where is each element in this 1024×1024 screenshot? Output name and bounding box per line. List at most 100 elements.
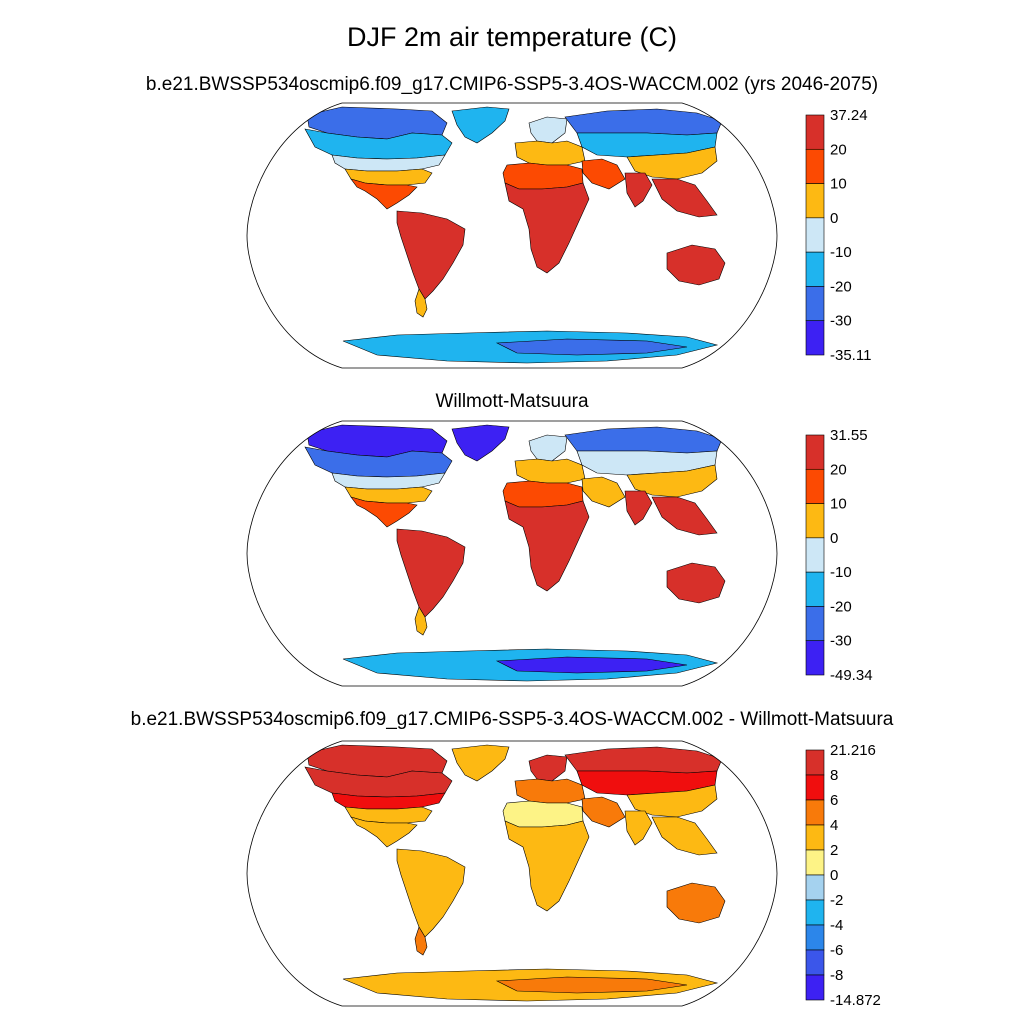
region-patagonia (414, 288, 428, 318)
region-middle_east (581, 796, 626, 828)
region-europe (514, 778, 586, 804)
colorbar-box (805, 749, 825, 776)
region-se_asia (651, 816, 718, 856)
colorbar-box (805, 824, 825, 851)
colorbar-label: 10 (830, 176, 847, 193)
region-europe (514, 140, 586, 166)
colorbar-box (805, 114, 825, 150)
region-south_america (396, 848, 466, 938)
colorbar-label: -4 (830, 917, 843, 934)
colorbar-box (805, 183, 825, 219)
colorbar-box (805, 503, 825, 539)
region-siberia (564, 108, 723, 136)
region-north_africa (502, 800, 584, 828)
colorbar-label: 0 (830, 210, 838, 227)
colorbar-box (805, 774, 825, 801)
colorbar-box (805, 799, 825, 826)
colorbar-label: 20 (830, 141, 847, 158)
region-africa (504, 500, 590, 592)
region-patagonia (414, 606, 428, 636)
map-border (246, 102, 778, 369)
colorbar-box (805, 434, 825, 470)
colorbar-label: 8 (830, 767, 838, 784)
map-model (246, 102, 778, 369)
region-europe (514, 458, 586, 484)
region-se_asia (651, 178, 718, 218)
region-middle_east (581, 476, 626, 508)
colorbar-label: -14.872 (830, 992, 881, 1009)
colorbar-box (805, 606, 825, 642)
region-usa_north (331, 472, 446, 490)
colorbar-label: 2 (830, 842, 838, 859)
region-middle_east (581, 158, 626, 190)
colorbar-label: -35.11 (830, 347, 871, 364)
colorbar-label: 0 (830, 530, 838, 547)
region-se_asia (651, 496, 718, 536)
region-greenland (451, 744, 510, 782)
colorbar-label: -20 (830, 278, 852, 295)
colorbar-box (805, 251, 825, 287)
region-scandinavia (528, 754, 568, 782)
colorbar-box (805, 974, 825, 1001)
colorbar-diff: 21.216 8 6 4 2 0 -2 -4 -6 -8 -14.872 (805, 742, 881, 1009)
colorbar-box (805, 949, 825, 976)
colorbar-box (805, 924, 825, 951)
colorbar-label: -10 (830, 564, 852, 581)
region-africa (504, 182, 590, 274)
colorbar-label: 37.24 (830, 107, 868, 124)
colorbar-label: -6 (830, 942, 843, 959)
region-siberia (564, 746, 723, 774)
region-greenland (451, 106, 510, 144)
colorbar-box (805, 849, 825, 876)
colorbar-box (805, 640, 825, 676)
colorbar-label: 6 (830, 792, 838, 809)
colorbar-label: 10 (830, 496, 847, 513)
colorbar-label: -8 (830, 967, 843, 984)
colorbar-label: 0 (830, 867, 838, 884)
region-north_africa (502, 162, 584, 190)
region-usa_north (331, 792, 446, 810)
colorbar-label: 20 (830, 461, 847, 478)
region-mexico (350, 178, 418, 210)
region-australia (666, 244, 726, 286)
region-south_america (396, 210, 466, 300)
region-scandinavia (528, 434, 568, 462)
region-australia (666, 562, 726, 604)
colorbar-label: 4 (830, 817, 838, 834)
region-greenland (451, 424, 510, 462)
colorbar-label: -30 (830, 633, 852, 650)
region-india (624, 490, 653, 526)
colorbar-box (805, 874, 825, 901)
panel-title-diff: b.e21.BWSSP534oscmip6.f09_g17.CMIP6-SSP5… (130, 709, 894, 730)
region-antarctica_inner (495, 976, 688, 994)
map-border (246, 740, 778, 1007)
colorbar-box (805, 148, 825, 184)
region-scandinavia (528, 116, 568, 144)
figure-title: DJF 2m air temperature (C) (346, 22, 678, 52)
region-india (624, 810, 653, 846)
region-mexico (350, 816, 418, 848)
region-north_africa (502, 480, 584, 508)
colorbar-box (805, 537, 825, 573)
colorbar-label: -10 (830, 244, 852, 261)
colorbar-box (805, 468, 825, 504)
region-usa_north (331, 154, 446, 172)
region-patagonia (414, 926, 428, 956)
colorbar-label: -20 (830, 598, 852, 615)
panel-title-model: b.e21.BWSSP534oscmip6.f09_g17.CMIP6-SSP5… (145, 74, 879, 95)
colorbar-label: -49.34 (830, 667, 873, 684)
region-south_america (396, 528, 466, 618)
map-diff (246, 740, 778, 1007)
region-mexico (350, 496, 418, 528)
region-australia (666, 882, 726, 924)
colorbar-box (805, 217, 825, 253)
colorbar-obs: 31.55 20 10 0 -10 -20 -30 -49.34 (805, 427, 873, 684)
colorbar-label: 21.216 (830, 742, 876, 759)
region-africa (504, 820, 590, 912)
map-border (246, 420, 778, 687)
colorbar-label: 31.55 (830, 427, 868, 444)
region-antarctica_inner (495, 656, 688, 674)
colorbar-box (805, 899, 825, 926)
colorbar-label: -30 (830, 313, 852, 330)
